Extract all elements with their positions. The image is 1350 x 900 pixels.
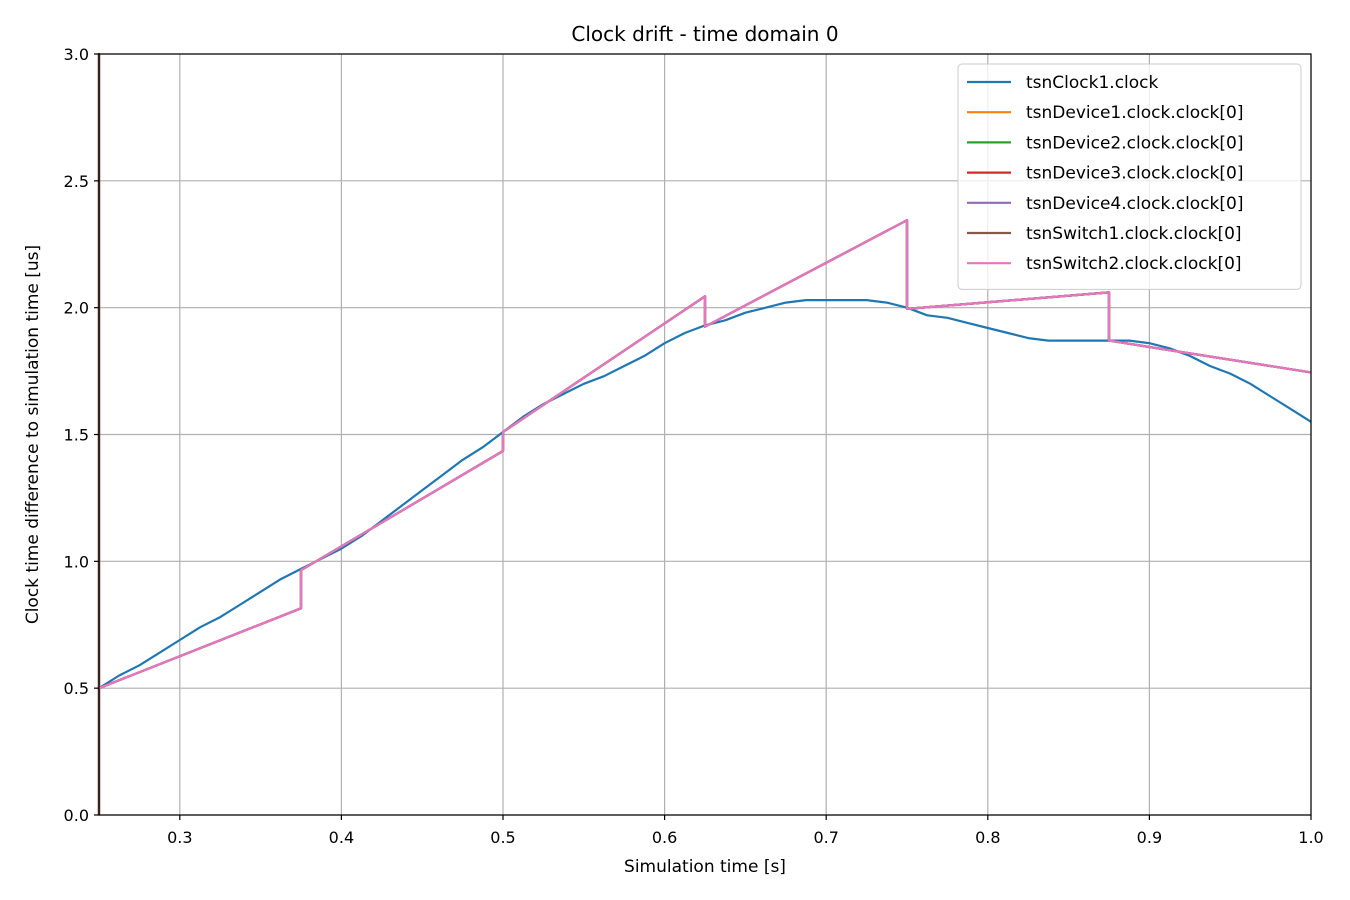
- y-tick-label: 2.0: [64, 299, 89, 318]
- x-axis-label: Simulation time [s]: [624, 857, 786, 877]
- legend-entry: tsnDevice2.clock.clock[0]: [1026, 133, 1243, 153]
- y-tick-label: 1.5: [64, 426, 89, 445]
- x-tick-label: 0.6: [652, 828, 677, 847]
- y-tick-label: 0.5: [64, 679, 89, 698]
- legend-entry: tsnSwitch1.clock.clock[0]: [1026, 224, 1242, 244]
- legend-entry: tsnDevice4.clock.clock[0]: [1026, 194, 1243, 214]
- x-tick-label: 0.5: [490, 828, 515, 847]
- y-tick-label: 3.0: [64, 45, 89, 64]
- x-tick-label: 1.0: [1298, 828, 1323, 847]
- y-axis-label: Clock time difference to simulation time…: [23, 245, 43, 624]
- legend-entry: tsnDevice1.clock.clock[0]: [1026, 103, 1243, 123]
- y-tick-label: 0.0: [64, 806, 89, 825]
- chart-title: Clock drift - time domain 0: [571, 22, 838, 46]
- plot-lines: [97, 52, 1312, 815]
- x-axis-ticks: 0.3 0.4 0.5 0.6 0.7 0.8 0.9 1.0: [167, 815, 1324, 847]
- x-tick-label: 0.4: [329, 828, 354, 847]
- series-line-6: [98, 219, 1312, 690]
- legend-entry: tsnSwitch2.clock.clock[0]: [1026, 254, 1242, 274]
- legend-entry: tsnDevice3.clock.clock[0]: [1026, 164, 1243, 184]
- y-tick-label: 1.0: [64, 552, 89, 571]
- x-tick-label: 0.8: [975, 828, 1000, 847]
- y-tick-label: 2.5: [64, 172, 89, 191]
- x-tick-label: 0.7: [813, 828, 838, 847]
- x-tick-label: 0.3: [167, 828, 192, 847]
- legend: tsnClock1.clock tsnDevice1.clock.clock[0]…: [957, 63, 1302, 290]
- y-axis-ticks: 0.0 0.5 1.0 1.5 2.0 2.5 3.0: [64, 45, 99, 825]
- legend-box: [957, 63, 1302, 290]
- x-tick-label: 0.9: [1137, 828, 1162, 847]
- legend-entry: tsnClock1.clock: [1026, 73, 1159, 93]
